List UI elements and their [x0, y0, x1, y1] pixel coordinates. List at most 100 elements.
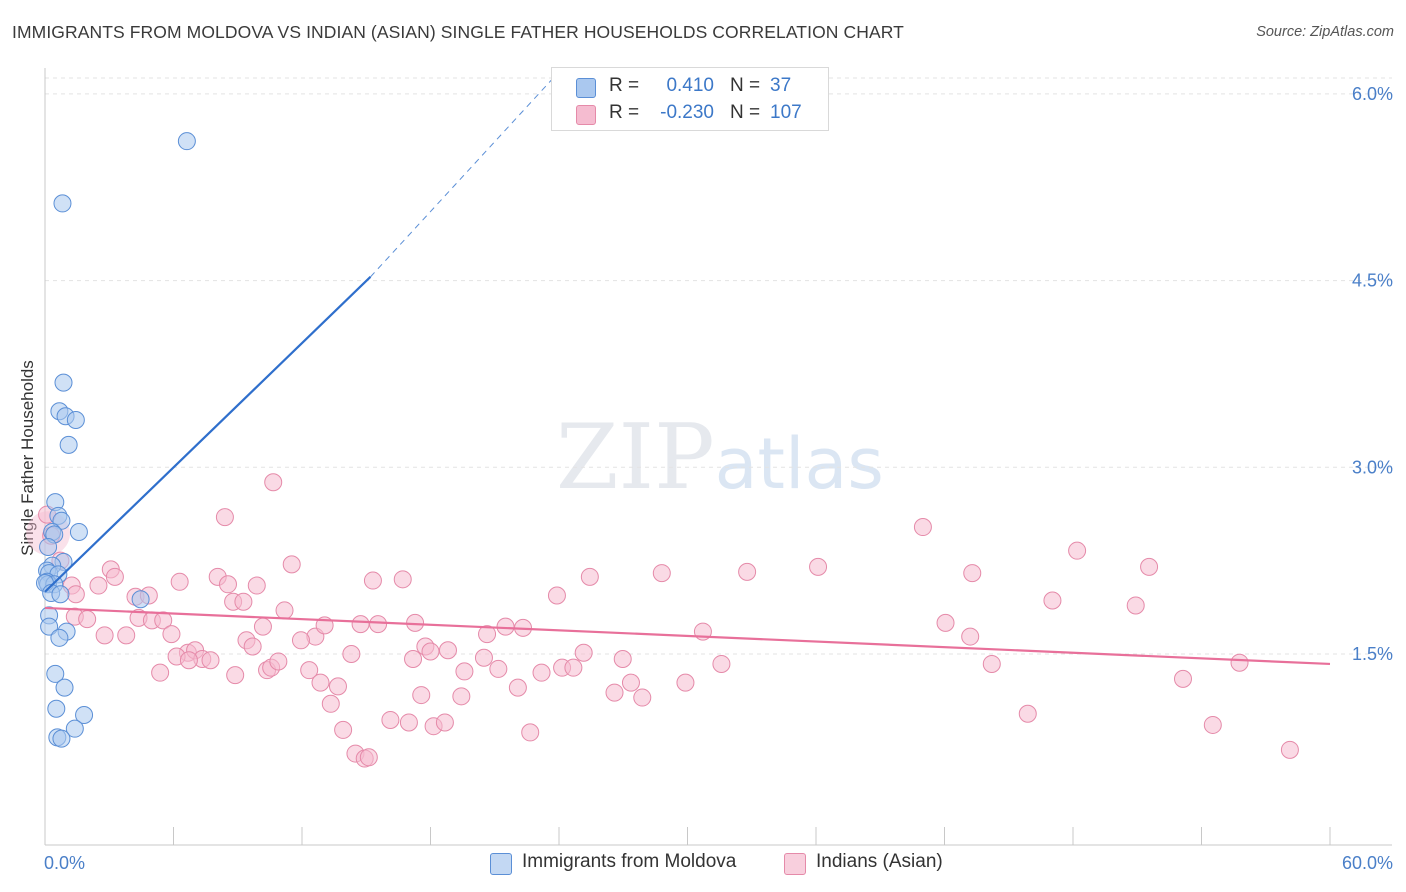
moldova-point	[69, 523, 88, 542]
indians-asian-point	[247, 576, 266, 595]
indians-asian-point	[496, 617, 515, 636]
indians-asian-point	[1126, 596, 1145, 615]
indians-asian-point	[1068, 541, 1087, 560]
indians-asian-point	[574, 643, 593, 662]
indians-asian-point	[1173, 669, 1192, 688]
indians-asian-point	[982, 654, 1001, 673]
watermark: ZIPatlas	[556, 405, 884, 510]
legend-n-value: 37	[770, 75, 792, 96]
indians-asian-point	[438, 641, 457, 660]
indians-asian-point	[913, 518, 932, 537]
indians-asian-point	[253, 617, 272, 636]
indians-asian-point	[342, 644, 361, 663]
indians-asian-point	[162, 625, 181, 644]
x-tick-label-min: 0.0%	[44, 853, 85, 873]
bottom-legend-label: Immigrants from Moldova	[522, 851, 737, 872]
y-tick-label: 1.5%	[1352, 644, 1393, 664]
moldova-point	[51, 585, 70, 604]
tick-labels: 1.5% 3.0% 4.5% 6.0% 0.0% 60.0%	[44, 84, 1393, 873]
indians-asian-point	[275, 601, 294, 620]
legend-row-indians: R = -0.230 N = 107	[552, 101, 828, 127]
indians-asian-point	[226, 666, 245, 685]
indians-asian-point	[633, 688, 652, 707]
correlation-legend: R = 0.410 N = 37 R = -0.230 N = 107	[551, 67, 829, 131]
indians-asian-point	[321, 694, 340, 713]
moldova-point	[66, 410, 85, 429]
source-label: Source: ZipAtlas.com	[1256, 24, 1394, 40]
grid-lines	[45, 77, 1392, 655]
moldova-point	[47, 699, 66, 718]
chart-title: IMMIGRANTS FROM MOLDOVA VS INDIAN (ASIAN…	[12, 22, 904, 42]
indians-asian-point	[269, 652, 288, 671]
indians-asian-point	[117, 626, 136, 645]
indians-asian-point	[179, 651, 198, 670]
indians-asian-point	[1230, 653, 1249, 672]
indians-asian-point	[412, 686, 431, 705]
indians-asian-point	[421, 642, 440, 661]
indians-asian-point	[151, 663, 170, 682]
y-tick-label: 6.0%	[1352, 84, 1393, 104]
indians-asian-point	[154, 611, 173, 630]
indians-asian-point	[621, 673, 640, 692]
indians-asian-point	[95, 626, 114, 645]
indians-asian-point	[404, 649, 423, 668]
moldova-point	[59, 435, 78, 454]
indians-asian-point	[1140, 557, 1159, 576]
indians-asian-point	[652, 564, 671, 583]
indians-asian-point	[936, 613, 955, 632]
moldova-points	[36, 132, 196, 748]
x-tick-label-max: 60.0%	[1342, 853, 1393, 873]
moldova-point	[75, 705, 94, 724]
indians-asian-point	[564, 658, 583, 677]
indians-asian-point	[712, 654, 731, 673]
indians-asian-point	[311, 673, 330, 692]
indians-asian-point	[963, 564, 982, 583]
legend-n-label: N =	[730, 75, 761, 96]
indians-asian-point	[1203, 715, 1222, 734]
legend-n-label: N =	[730, 102, 761, 123]
indians-asian-point	[264, 473, 283, 492]
indians-asian-points	[26, 473, 1299, 768]
indians-asian-point	[300, 661, 319, 680]
moldova-point	[65, 719, 84, 738]
indians-asian-point	[201, 651, 220, 670]
indians-asian-point	[359, 748, 378, 767]
trend-lines	[44, 71, 1331, 666]
indians-asian-point	[1043, 591, 1062, 610]
indians-asian-point	[381, 710, 400, 729]
indians-asian-point	[351, 615, 370, 634]
indians-asian-point	[738, 562, 757, 581]
indians-asian-point	[532, 663, 551, 682]
indians-asian-point	[243, 637, 262, 656]
indians-asian-point	[474, 648, 493, 667]
moldova-point	[55, 678, 74, 697]
watermark-zip: ZIP	[556, 405, 715, 510]
moldova-point	[39, 537, 58, 556]
indians-asian-point	[1018, 704, 1037, 723]
moldova-trend-line	[44, 276, 372, 593]
bottom-legend-label: Indians (Asian)	[816, 851, 943, 872]
watermark-atlas: atlas	[714, 423, 884, 505]
moldova-point	[54, 373, 73, 392]
indians-asian-point	[234, 592, 253, 611]
y-tick-label: 4.5%	[1352, 271, 1393, 291]
moldova-point	[40, 617, 59, 636]
indians-asian-point	[334, 720, 353, 739]
indians-asian-point	[676, 673, 695, 692]
indians-asian-point	[282, 555, 301, 574]
indians-asian-point	[452, 687, 471, 706]
moldova-trend-extension	[370, 71, 560, 278]
legend-r-label: R =	[609, 102, 640, 123]
moldova-point	[177, 132, 196, 151]
indians-asian-point	[105, 567, 124, 586]
moldova-point	[46, 664, 65, 683]
indians-asian-point	[215, 508, 234, 527]
legend-r-value: 0.410	[666, 75, 714, 96]
indians-asian-point	[547, 586, 566, 605]
moldova-point	[131, 590, 150, 609]
y-tick-label: 3.0%	[1352, 457, 1393, 477]
indians-asian-point	[521, 723, 540, 742]
indians-asian-point	[580, 567, 599, 586]
indians-asian-point	[435, 713, 454, 732]
